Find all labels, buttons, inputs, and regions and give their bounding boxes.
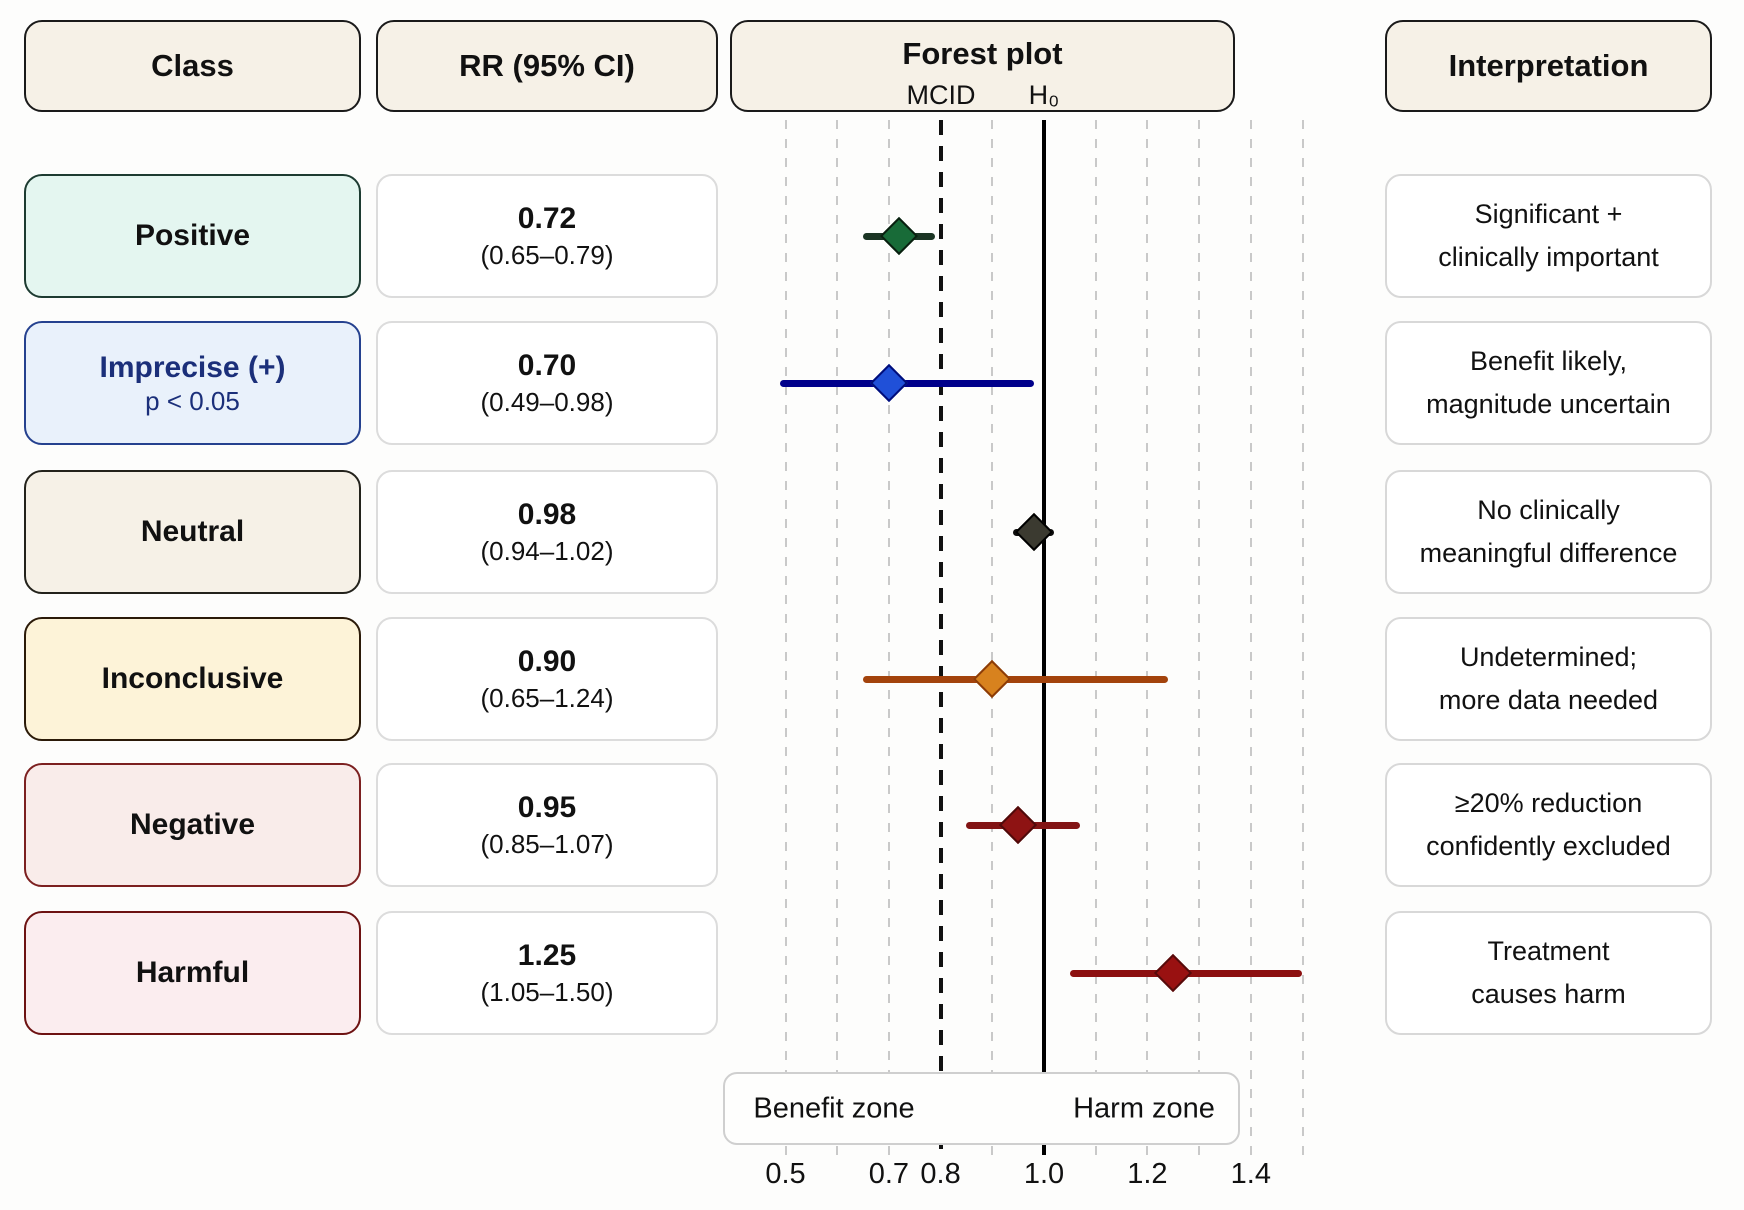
- point-estimate-diamond-positive: [880, 216, 919, 256]
- class-box-negative: Negative: [24, 763, 361, 887]
- x-tick-label: 0.8: [920, 1158, 961, 1190]
- interpretation-box-positive: Significant + clinically important: [1385, 174, 1712, 298]
- rr-box-inconclusive: 0.90 (0.65–1.24): [376, 617, 718, 741]
- interpretation-line: confidently excluded: [1426, 831, 1671, 861]
- gridline: [991, 120, 994, 1155]
- x-tick-label: 1.2: [1127, 1158, 1168, 1190]
- header-forest-plot: Forest plot: [730, 20, 1235, 112]
- class-label: Harmful: [135, 956, 250, 990]
- class-label: Imprecise (+): [99, 350, 286, 384]
- interpretation-line: ≥20% reduction: [1454, 787, 1643, 818]
- class-label: Negative: [129, 808, 256, 842]
- rr-ci: (0.49–0.98): [480, 387, 614, 418]
- rr-ci: (0.94–1.02): [480, 536, 614, 567]
- class-box-inconclusive: Inconclusive: [24, 617, 361, 741]
- gridline: [1094, 120, 1097, 1155]
- interpretation-line: more data needed: [1438, 685, 1659, 715]
- rr-ci: (0.65–1.24): [480, 683, 614, 714]
- rr-ci: (0.65–0.79): [480, 240, 614, 271]
- ci-line-inconclusive: [863, 675, 1169, 683]
- rr-value: 0.98: [517, 497, 577, 531]
- header-class: Class: [24, 20, 361, 112]
- interpretation-line: Treatment: [1487, 935, 1610, 966]
- point-estimate-diamond-imprecise-: [869, 363, 908, 403]
- h0-reference-line: [1042, 120, 1046, 1155]
- zone-annotation-box: Benefit zone Harm zone: [723, 1072, 1240, 1145]
- interpretation-line: magnitude uncertain: [1426, 389, 1671, 419]
- x-tick-label: 0.5: [765, 1158, 806, 1190]
- gridline: [887, 120, 890, 1155]
- benefit-zone-label: Benefit zone: [753, 1092, 915, 1124]
- gridline: [1249, 120, 1252, 1155]
- class-sublabel: p < 0.05: [145, 386, 240, 417]
- interpretation-box-imprecise: Benefit likely, magnitude uncertain: [1385, 321, 1712, 445]
- class-box-positive: Positive: [24, 174, 361, 298]
- rr-value: 0.90: [517, 644, 577, 678]
- class-box-neutral: Neutral: [24, 470, 361, 594]
- point-estimate-diamond-neutral: [1014, 512, 1053, 552]
- x-tick-label: 0.7: [868, 1158, 910, 1190]
- x-tick-label: 1.0: [1023, 1158, 1065, 1190]
- rr-box-imprecise: 0.70 (0.49–0.98): [376, 321, 718, 445]
- forest-plot-title: Forest plot: [902, 36, 1063, 71]
- point-estimate-diamond-negative: [999, 805, 1038, 845]
- header-class-label: Class: [151, 48, 234, 83]
- h0-line-label: H₀: [1028, 80, 1060, 110]
- class-label: Inconclusive: [101, 662, 284, 696]
- interpretation-line: No clinically: [1477, 494, 1620, 525]
- interpretation-line: clinically important: [1438, 242, 1659, 272]
- header-rr-label: RR (95% CI): [459, 48, 635, 83]
- gridline: [1146, 120, 1149, 1155]
- rr-box-harmful: 1.25 (1.05–1.50): [376, 911, 718, 1035]
- interpretation-box-neutral: No clinically meaningful difference: [1385, 470, 1712, 594]
- interpretation-line: Significant +: [1474, 198, 1623, 229]
- header-interpretation-label: Interpretation: [1448, 48, 1649, 83]
- interpretation-line: meaningful difference: [1419, 538, 1678, 568]
- rr-value: 0.72: [517, 201, 577, 235]
- harm-zone-label: Harm zone: [1073, 1092, 1215, 1124]
- rr-box-negative: 0.95 (0.85–1.07): [376, 763, 718, 887]
- gridline: [784, 120, 787, 1155]
- x-tick-label: 1.4: [1230, 1158, 1271, 1190]
- interpretation-box-inconclusive: Undetermined; more data needed: [1385, 617, 1712, 741]
- gridline: [836, 120, 839, 1155]
- rr-ci: (1.05–1.50): [480, 977, 614, 1008]
- class-label: Positive: [134, 219, 251, 253]
- rr-ci: (0.85–1.07): [480, 829, 614, 860]
- interpretation-line: Undetermined;: [1459, 641, 1638, 672]
- gridline: [1198, 120, 1201, 1155]
- interpretation-box-negative: ≥20% reduction confidently excluded: [1385, 763, 1712, 887]
- class-label: Neutral: [140, 515, 245, 549]
- header-rr: RR (95% CI): [376, 20, 718, 112]
- header-interpretation: Interpretation: [1385, 20, 1712, 112]
- rr-value: 0.95: [517, 790, 577, 824]
- mcid-reference-line: [938, 120, 943, 1155]
- point-estimate-diamond-harmful: [1154, 953, 1193, 993]
- interpretation-box-harmful: Treatment causes harm: [1385, 911, 1712, 1035]
- interpretation-line: Benefit likely,: [1469, 345, 1628, 376]
- point-estimate-diamond-inconclusive: [973, 659, 1012, 699]
- rr-box-positive: 0.72 (0.65–0.79): [376, 174, 718, 298]
- interpretation-line: causes harm: [1471, 979, 1626, 1009]
- gridline: [1301, 120, 1304, 1155]
- rr-box-neutral: 0.98 (0.94–1.02): [376, 470, 718, 594]
- rr-value: 0.70: [517, 348, 577, 382]
- class-box-harmful: Harmful: [24, 911, 361, 1035]
- mcid-line-label: MCID: [906, 80, 976, 110]
- class-box-imprecise: Imprecise (+) p < 0.05: [24, 321, 361, 445]
- rr-value: 1.25: [517, 938, 577, 972]
